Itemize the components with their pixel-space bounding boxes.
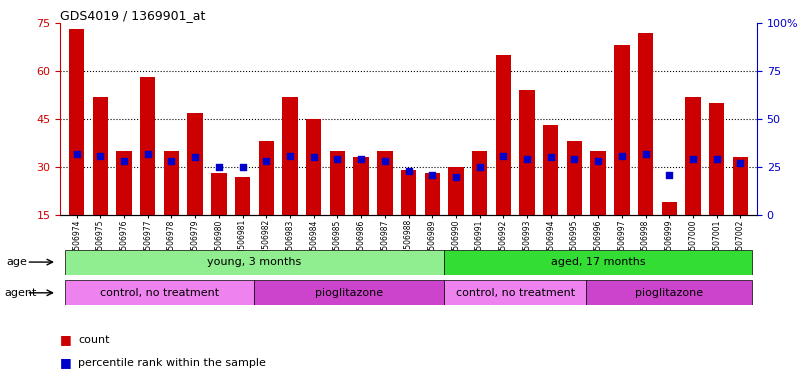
Text: count: count xyxy=(78,335,110,345)
Bar xyxy=(93,97,108,215)
Bar xyxy=(353,157,368,215)
Bar xyxy=(163,151,179,215)
Bar xyxy=(282,97,298,215)
Text: control, no treatment: control, no treatment xyxy=(456,288,575,298)
Point xyxy=(236,164,249,170)
Point xyxy=(449,174,462,180)
Point xyxy=(94,152,107,159)
Bar xyxy=(590,151,606,215)
Point xyxy=(118,158,131,164)
Bar xyxy=(733,157,748,215)
Bar xyxy=(116,151,132,215)
Text: GDS4019 / 1369901_at: GDS4019 / 1369901_at xyxy=(60,9,205,22)
Text: control, no treatment: control, no treatment xyxy=(100,288,219,298)
Text: pioglitazone: pioglitazone xyxy=(315,288,384,298)
Text: young, 3 months: young, 3 months xyxy=(207,257,301,267)
Bar xyxy=(187,113,203,215)
Bar xyxy=(211,174,227,215)
Bar xyxy=(472,151,487,215)
Point xyxy=(212,164,225,170)
Bar xyxy=(255,280,444,305)
Point xyxy=(710,156,723,162)
Bar xyxy=(306,119,321,215)
Point xyxy=(284,152,296,159)
Bar xyxy=(425,174,440,215)
Bar xyxy=(65,250,444,275)
Point xyxy=(189,154,202,161)
Text: ■: ■ xyxy=(60,356,72,369)
Bar xyxy=(662,202,677,215)
Bar xyxy=(259,141,274,215)
Point xyxy=(141,151,154,157)
Point xyxy=(568,156,581,162)
Point xyxy=(70,151,83,157)
Bar xyxy=(586,280,752,305)
Point xyxy=(165,158,178,164)
Text: ■: ■ xyxy=(60,333,72,346)
Bar xyxy=(449,167,464,215)
Point xyxy=(734,160,747,166)
Bar xyxy=(709,103,724,215)
Text: percentile rank within the sample: percentile rank within the sample xyxy=(78,358,267,368)
Point xyxy=(545,154,557,161)
Point xyxy=(663,172,676,178)
Point xyxy=(426,172,439,178)
Point xyxy=(473,164,486,170)
Bar xyxy=(235,177,250,215)
Bar xyxy=(140,78,155,215)
Point xyxy=(521,156,533,162)
Bar xyxy=(377,151,392,215)
Point xyxy=(378,158,391,164)
Point xyxy=(260,158,272,164)
Bar xyxy=(567,141,582,215)
Point xyxy=(331,156,344,162)
Bar xyxy=(685,97,701,215)
Point xyxy=(497,152,509,159)
Point xyxy=(615,152,628,159)
Bar xyxy=(496,55,511,215)
Point xyxy=(686,156,699,162)
Text: age: age xyxy=(6,257,27,267)
Point xyxy=(402,168,415,174)
Point xyxy=(639,151,652,157)
Text: agent: agent xyxy=(4,288,36,298)
Bar xyxy=(65,280,255,305)
Bar xyxy=(330,151,345,215)
Text: pioglitazone: pioglitazone xyxy=(635,288,703,298)
Text: aged, 17 months: aged, 17 months xyxy=(551,257,646,267)
Bar xyxy=(638,33,654,215)
Bar xyxy=(519,90,535,215)
Bar xyxy=(444,280,586,305)
Bar xyxy=(69,30,84,215)
Point xyxy=(355,156,368,162)
Bar xyxy=(543,126,558,215)
Bar xyxy=(444,250,752,275)
Point xyxy=(592,158,605,164)
Bar xyxy=(400,170,417,215)
Bar xyxy=(614,45,630,215)
Point xyxy=(308,154,320,161)
